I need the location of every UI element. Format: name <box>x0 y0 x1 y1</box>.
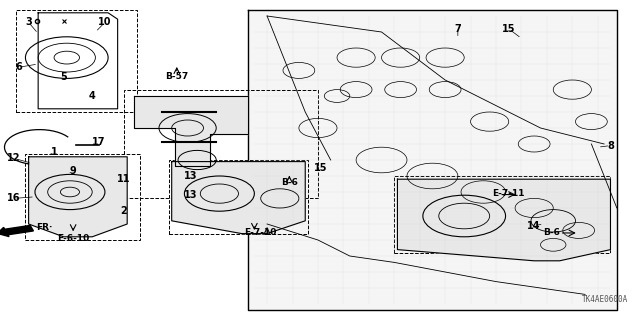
Text: 8: 8 <box>607 140 614 151</box>
Text: 12: 12 <box>7 153 20 164</box>
Polygon shape <box>248 10 617 310</box>
Text: 13: 13 <box>184 171 198 181</box>
Text: 3: 3 <box>25 17 32 28</box>
Polygon shape <box>172 162 305 234</box>
Text: E-6-10: E-6-10 <box>57 234 89 243</box>
Text: 4: 4 <box>89 91 95 101</box>
Text: 1: 1 <box>51 147 58 157</box>
Text: B-57: B-57 <box>165 72 188 81</box>
Text: 10: 10 <box>98 17 111 28</box>
Text: 5: 5 <box>60 72 67 82</box>
Text: 13: 13 <box>184 190 198 200</box>
Text: 6: 6 <box>16 62 22 72</box>
Text: 7: 7 <box>454 24 461 34</box>
Polygon shape <box>397 179 611 261</box>
Text: 15: 15 <box>502 24 515 34</box>
Text: 11: 11 <box>117 174 131 184</box>
Polygon shape <box>29 157 127 237</box>
FancyArrow shape <box>0 225 33 236</box>
Text: 14: 14 <box>527 220 541 231</box>
Text: 9: 9 <box>70 166 77 176</box>
Text: E-7-10: E-7-10 <box>244 228 277 237</box>
Text: TK4AE0600A: TK4AE0600A <box>582 295 628 304</box>
Text: 17: 17 <box>92 137 106 148</box>
Text: FR·: FR· <box>36 223 52 232</box>
Text: E-7-11: E-7-11 <box>492 189 525 198</box>
Text: 16: 16 <box>7 193 20 204</box>
Text: 15: 15 <box>314 163 328 173</box>
Text: B-6: B-6 <box>543 228 561 237</box>
Text: B-6: B-6 <box>281 178 298 187</box>
Text: 2: 2 <box>120 206 127 216</box>
Polygon shape <box>134 96 248 166</box>
